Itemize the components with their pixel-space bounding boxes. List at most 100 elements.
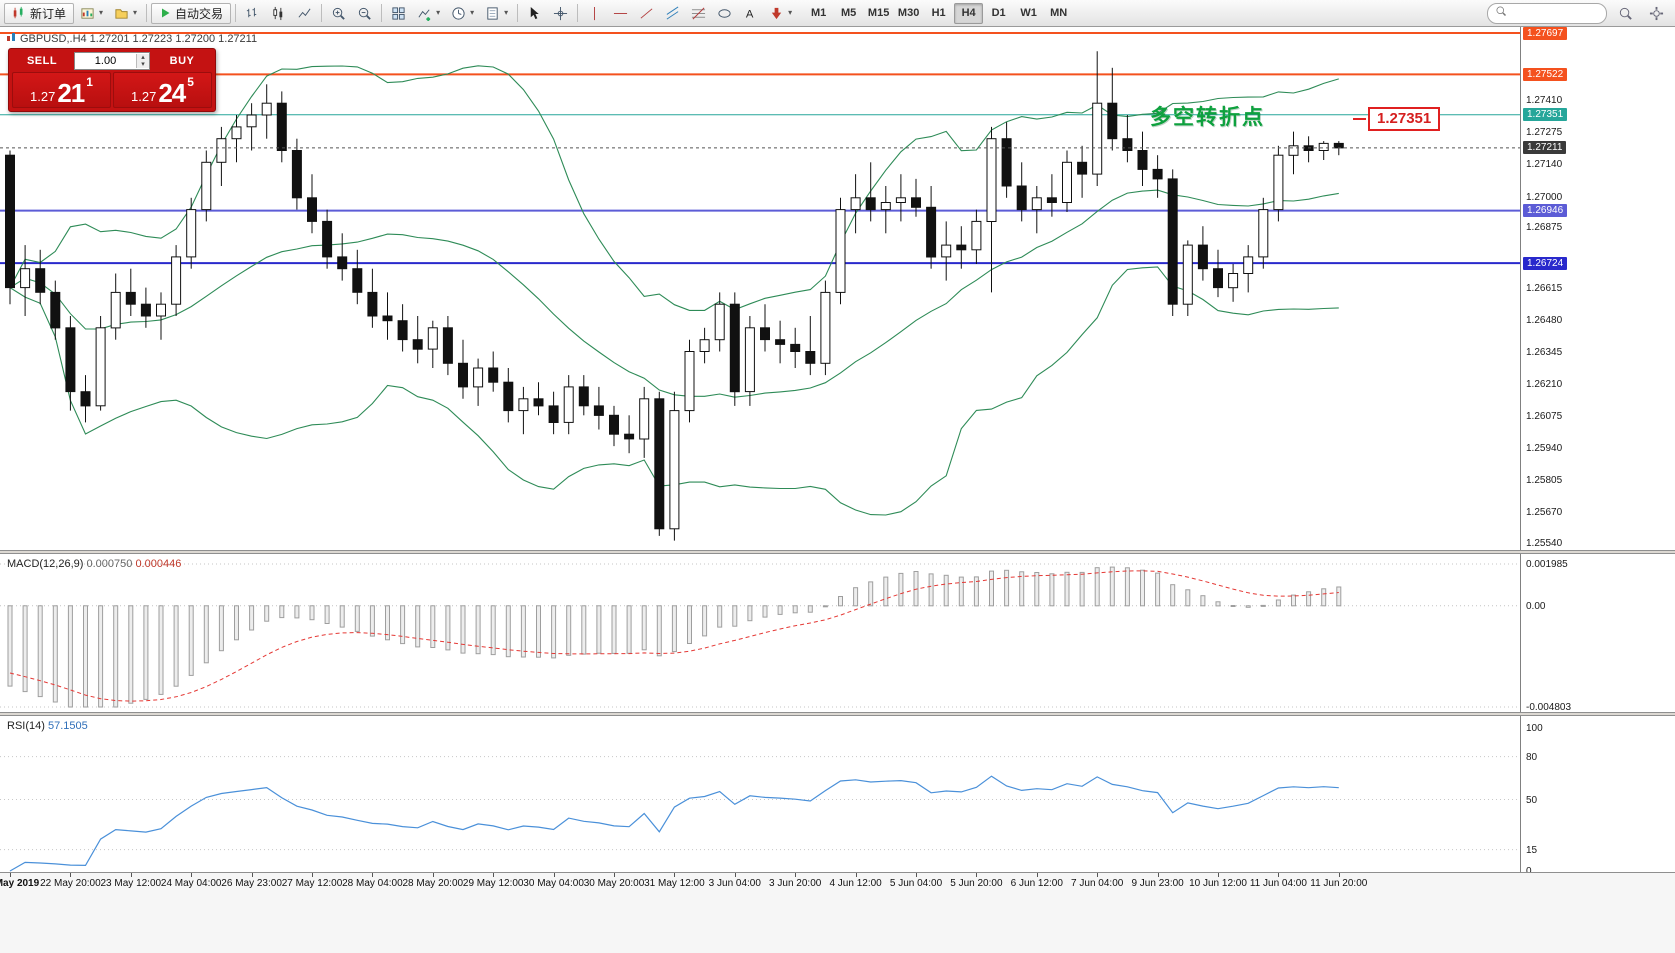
timeframe-m30[interactable]: M30 xyxy=(897,7,920,19)
new-chart-button[interactable]: ▾ xyxy=(75,3,108,24)
time-tick xyxy=(1218,873,1219,877)
timeframe-w1[interactable]: W1 xyxy=(1020,7,1037,19)
volume-input[interactable] xyxy=(75,54,136,68)
macd-main-value: 0.000750 xyxy=(86,558,133,570)
arrows-button[interactable]: ▾ xyxy=(764,3,797,24)
settings-button[interactable] xyxy=(1644,3,1669,24)
sell-button[interactable]: SELL xyxy=(26,55,58,67)
time-tick xyxy=(916,873,917,877)
volume-field: ▴ ▾ xyxy=(74,52,150,70)
toolbar-right xyxy=(1487,2,1671,24)
time-axis-label: 3 Jun 04:00 xyxy=(708,878,761,889)
indicators-button[interactable]: ▾ xyxy=(412,3,445,24)
price-tag: 1.27522 xyxy=(1523,67,1568,81)
timeframe-mn[interactable]: MN xyxy=(1050,7,1068,19)
time-axis-label: 5 Jun 04:00 xyxy=(889,878,943,889)
chevron-down-icon: ▾ xyxy=(504,8,509,17)
panel-divider[interactable] xyxy=(0,550,1675,554)
volume-spinner: ▴ ▾ xyxy=(136,54,149,68)
time-axis-label: 7 Jun 04:00 xyxy=(1071,878,1124,889)
chart-icon xyxy=(6,32,16,45)
buy-price-button[interactable]: 1.27 24 5 xyxy=(113,72,212,108)
chart-annotation-text[interactable]: 多空转折点 xyxy=(1150,106,1265,129)
new-order-button[interactable]: 新订单 xyxy=(4,2,75,24)
volume-down-icon[interactable]: ▾ xyxy=(137,61,149,68)
price-callout[interactable]: 1.27351 xyxy=(1353,107,1441,131)
zoom-out-button[interactable] xyxy=(352,3,377,24)
rsi-line xyxy=(9,775,1339,872)
sell-price-button[interactable]: 1.27 21 1 xyxy=(12,72,111,108)
buy-button[interactable]: BUY xyxy=(169,55,195,67)
time-tick xyxy=(1278,873,1280,877)
shapes-button[interactable] xyxy=(712,3,737,24)
trendline-button[interactable] xyxy=(634,3,659,24)
timeframe-m15[interactable]: M15 xyxy=(867,7,890,19)
time-axis-label: 4 Jun 12:00 xyxy=(829,878,882,889)
price-axis-label: 1.26210 xyxy=(1526,379,1563,391)
tile-windows-button[interactable] xyxy=(386,3,411,24)
new-order-label: 新订单 xyxy=(30,6,67,21)
text-button[interactable]: A xyxy=(738,3,763,24)
macd-name: MACD(12,26,9) xyxy=(7,558,84,570)
time-tick xyxy=(1338,873,1340,877)
rsi-panel[interactable] xyxy=(0,716,1520,872)
time-axis-label: 23 May 12:00 xyxy=(100,878,162,889)
vertical-line-button[interactable] xyxy=(582,3,607,24)
rsi-axis-label: 0 xyxy=(1526,865,1532,878)
cursor-button[interactable] xyxy=(522,3,547,24)
price-axis[interactable]: 1.27697 1.27522 1.27410 1.27351 1.27275 1.272… xyxy=(1520,26,1675,877)
price-axis-label: 1.25805 xyxy=(1526,474,1563,486)
bar-chart-button[interactable] xyxy=(240,3,265,24)
candlestick-chart-button[interactable] xyxy=(266,3,291,24)
time-axis-label: 24 May 04:00 xyxy=(160,878,222,889)
panel-divider[interactable] xyxy=(0,712,1675,716)
timeframe-h4[interactable]: H4 xyxy=(954,2,984,24)
horizontal-line-button[interactable] xyxy=(608,3,633,24)
time-tick xyxy=(976,873,978,877)
search-input[interactable] xyxy=(1511,6,1591,20)
macd-signal-value: 0.000446 xyxy=(135,558,182,570)
time-tick xyxy=(855,873,857,877)
periods-button[interactable]: ▾ xyxy=(446,3,479,24)
timeframe-m5[interactable]: M5 xyxy=(840,7,857,19)
timeframe-h1[interactable]: H1 xyxy=(931,7,946,19)
volume-up-icon[interactable]: ▴ xyxy=(137,54,149,61)
profiles-button[interactable]: ▾ xyxy=(109,3,142,24)
macd-panel[interactable] xyxy=(0,554,1520,712)
line-chart-button[interactable] xyxy=(292,3,317,24)
rsi-name: RSI(14) xyxy=(7,720,45,732)
rsi-axis-label: 100 xyxy=(1526,723,1543,734)
price-tag: 1.27351 xyxy=(1523,108,1568,122)
price-axis-label: 1.26615 xyxy=(1526,283,1563,295)
time-axis-label: 11 Jun 04:00 xyxy=(1249,878,1307,889)
one-click-trading-panel: SELL ▴ ▾ BUY 1.27 21 1 1.27 xyxy=(8,48,216,112)
time-tick xyxy=(734,873,736,877)
chevron-down-icon: ▾ xyxy=(99,8,104,17)
time-tick xyxy=(10,873,11,877)
timeframe-m1[interactable]: M1 xyxy=(810,7,827,19)
callout-label: 1.27351 xyxy=(1368,107,1441,131)
search-button[interactable] xyxy=(1613,3,1638,24)
search-box[interactable] xyxy=(1487,2,1607,24)
svg-text:A: A xyxy=(746,8,754,20)
zoom-in-button[interactable] xyxy=(326,3,351,24)
auto-trading-label: 自动交易 xyxy=(175,6,224,21)
time-axis-label: 22 May 2019 xyxy=(0,878,40,889)
chevron-down-icon: ▾ xyxy=(436,8,441,17)
channel-button[interactable] xyxy=(660,3,685,24)
fibonacci-button[interactable] xyxy=(686,3,711,24)
chart-window: GBPUSD,.H4 1.27201 1.27223 1.27200 1.272… xyxy=(0,26,1675,953)
templates-button[interactable]: ▾ xyxy=(480,3,513,24)
crosshair-button[interactable] xyxy=(548,3,573,24)
rsi-gridlines xyxy=(0,756,1520,851)
auto-trading-button[interactable]: 自动交易 xyxy=(151,2,232,24)
time-tick xyxy=(553,873,555,877)
timeframe-d1[interactable]: D1 xyxy=(991,7,1006,19)
price-axis-label: 1.27410 xyxy=(1526,95,1563,107)
main-chart[interactable] xyxy=(0,27,1520,550)
time-tick xyxy=(493,873,495,877)
time-axis-label: 27 May 12:00 xyxy=(281,878,343,889)
toolbar-separator xyxy=(321,4,323,22)
